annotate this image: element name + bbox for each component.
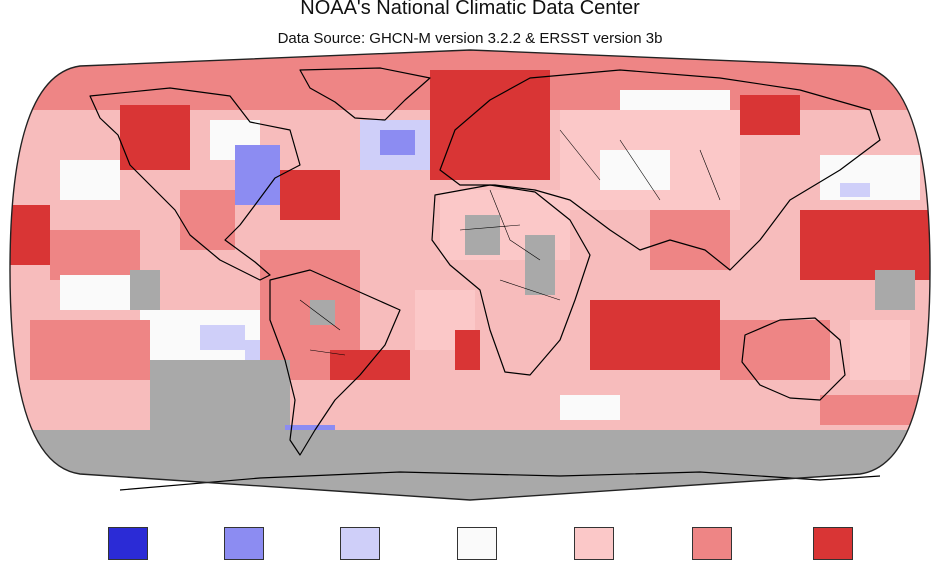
coastline-australia [741,317,846,401]
anomaly-cell [480,75,540,100]
coastline-borders [299,129,721,356]
map-title: NOAA's National Climatic Data Center [300,0,640,19]
coastlines [89,67,881,491]
globe-outline [9,49,931,501]
anomaly-cell [875,270,915,310]
legend-swatch-slightly-warmer [574,527,614,560]
anomaly-cell [380,130,415,155]
anomaly-cell [200,325,245,350]
map-subtitle: Data Source: GHCN-M version 3.2.2 & ERSS… [277,30,663,47]
anomaly-cell [120,105,190,170]
legend-swatch-warmer [692,527,732,560]
anomaly-cell [60,160,120,200]
anomaly-cell [820,395,930,425]
anomaly-cell [600,150,670,190]
antarctica-missing [10,430,930,500]
anomaly-cell [720,320,830,390]
legend-swatch-cooler [224,527,264,560]
coastline-greenland [299,67,431,121]
anomaly-cell [10,380,930,420]
anomaly-cell [50,230,140,280]
anomaly-cell [850,320,910,380]
legend-swatch-much-warmer [813,527,853,560]
anomaly-cell [840,183,870,197]
anomaly-cell [150,360,290,430]
anomaly-cell [800,210,930,280]
anomaly-cell [30,320,150,390]
anomaly-cell [590,300,720,370]
coastline-antarctica [119,471,881,491]
coastline-eurasia [439,69,881,271]
anomaly-cell [740,95,800,135]
anomaly-cell [310,300,335,325]
anomaly-cell [280,170,340,220]
coastline-south-america [269,269,401,456]
coastline-north-america [89,87,301,281]
anomaly-cell [10,205,50,265]
coastline-africa [431,184,591,376]
anomaly-cell [60,275,130,310]
anomaly-cell [235,145,280,205]
legend-swatch-slightly-cooler [340,527,380,560]
anomaly-cell [130,270,160,310]
anomaly-cell [465,215,500,255]
legend-swatch-much-cooler [108,527,148,560]
anomaly-cell [525,235,555,295]
anomaly-cell [560,395,620,420]
legend-swatch-near-average [457,527,497,560]
anomaly-cell [455,330,480,370]
